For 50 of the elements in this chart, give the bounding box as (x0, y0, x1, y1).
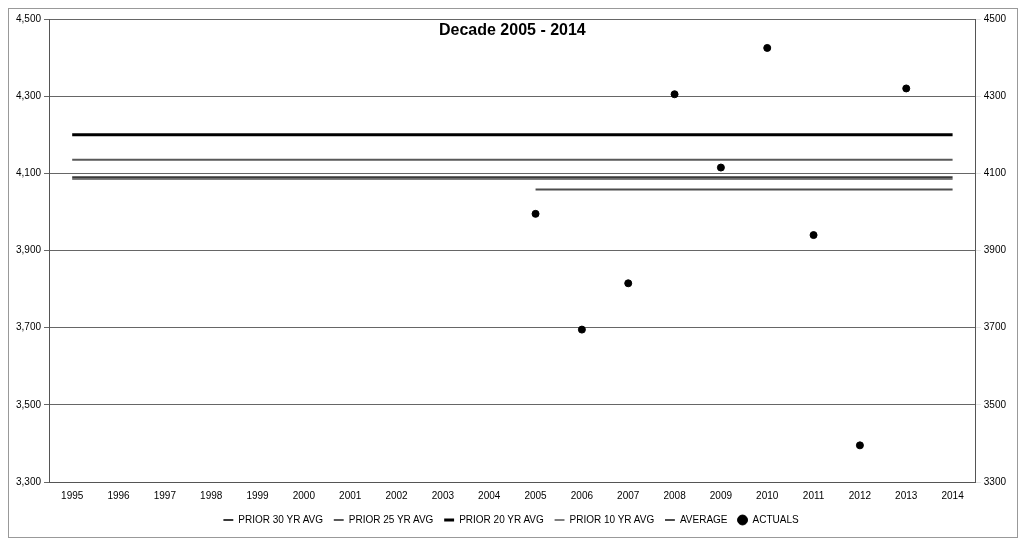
x-tick-label: 2011 (802, 489, 825, 501)
x-tick-label: 2008 (663, 489, 687, 501)
y2-tick-label: 3900 (983, 244, 1007, 256)
point (624, 279, 633, 288)
x-tick-label: 2006 (570, 489, 594, 501)
y2-tick-label: 3700 (983, 321, 1007, 333)
chart-title: Decade 2005 - 2014 (439, 21, 586, 39)
x-tick-label: 2005 (524, 489, 548, 501)
x-tick-label: 2012 (848, 489, 872, 501)
y-tick-label: 3,900 (15, 244, 42, 256)
point (809, 231, 818, 240)
x-tick-label: 2010 (756, 489, 779, 501)
y2-tick-label: 4300 (983, 89, 1007, 101)
y-tick-label: 3,300 (15, 475, 42, 487)
point (763, 43, 772, 52)
y-tick-label: 4,300 (15, 89, 42, 101)
point (577, 325, 586, 334)
x-tick-label: 2002 (385, 489, 409, 501)
x-tick-label: 2009 (709, 489, 733, 501)
y-tick-label: 4,500 (15, 12, 42, 24)
legend-label: AVERAGE (679, 513, 728, 525)
point (716, 163, 725, 172)
x-tick-label: 1996 (107, 489, 131, 501)
y2-tick-label: 4500 (983, 12, 1007, 24)
y-tick-label: 3,700 (15, 321, 42, 333)
legend-label: ACTUALS (752, 513, 799, 525)
x-tick-label: 1997 (153, 489, 177, 501)
x-tick-label: 2001 (339, 489, 362, 501)
y2-tick-label: 4100 (983, 167, 1007, 179)
x-tick-label: 1995 (61, 489, 84, 501)
x-tick-label: 2014 (941, 489, 965, 501)
legend-label: PRIOR 25 YR AVG (348, 513, 434, 525)
x-tick-label: 2007 (617, 489, 640, 501)
point (670, 90, 679, 99)
y-tick-label: 4,100 (15, 167, 42, 179)
x-tick-label: 2000 (292, 489, 316, 501)
legend-label: PRIOR 20 YR AVG (459, 513, 545, 525)
point (531, 209, 540, 218)
legend-label: PRIOR 30 YR AVG (238, 513, 324, 525)
y-tick-label: 3,500 (15, 398, 42, 410)
legend-label: PRIOR 10 YR AVG (569, 513, 655, 525)
point (902, 84, 911, 93)
y2-tick-label: 3300 (983, 475, 1007, 487)
x-tick-label: 2004 (478, 489, 501, 501)
x-tick-label: 2003 (431, 489, 455, 501)
x-tick-label: 1999 (246, 489, 270, 501)
y2-tick-label: 3500 (983, 398, 1007, 410)
point (855, 441, 864, 450)
x-tick-label: 2013 (895, 489, 918, 501)
x-tick-label: 1998 (200, 489, 223, 501)
